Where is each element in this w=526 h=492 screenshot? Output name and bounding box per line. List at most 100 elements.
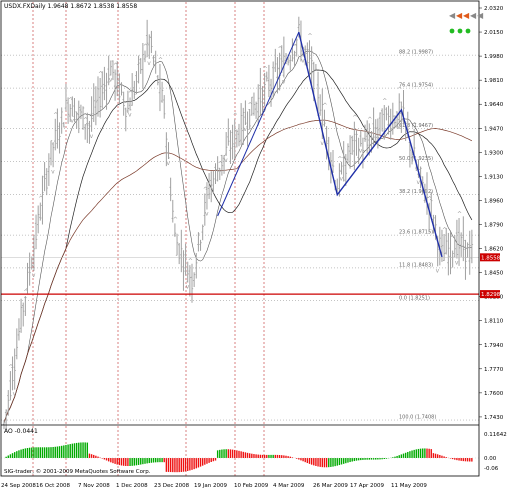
dot-icon-1: [449, 28, 455, 34]
arrow-icon-4: ◀: [470, 11, 477, 20]
fib-label-0: 100.0 (1.7408): [399, 415, 436, 421]
x-tick-label-8: 26 Mar 2009: [313, 483, 348, 489]
fractal-down-203: v: [436, 267, 440, 274]
fractal-up-66: ^: [143, 44, 148, 51]
y-tick-label-1: 2.0150: [484, 30, 504, 36]
fractal-down-140: v: [301, 58, 305, 65]
ma-slow-line: [3, 119, 473, 423]
y-tick-label-2: 1.9980: [484, 54, 504, 60]
fib-label-5: 50.0 (1.9235): [399, 156, 433, 162]
ao-tick-label-1: 0.00: [484, 456, 497, 462]
dot-icon-3: [465, 28, 471, 34]
fractal-up-45: ^: [98, 71, 103, 78]
fib-label-2: 11.8 (1.8483): [399, 262, 433, 268]
price-tag-current-bg: [480, 253, 500, 262]
fractal-up-213: ^: [457, 211, 462, 218]
fractal-up-157: ^: [337, 156, 342, 163]
y-tick-label-6: 1.9300: [484, 150, 504, 156]
fractal-down-194: v: [416, 179, 420, 186]
fib-label-6: 61.8 (1.9467): [399, 123, 433, 129]
fractal-up-10: ^: [23, 289, 28, 296]
fib-label-8: 88.2 (1.9987): [399, 50, 433, 56]
x-tick-label-1: 16 Oct 2008: [36, 483, 71, 489]
fractal-up-3: ^: [8, 364, 13, 371]
arrow-icon-3: ◀: [463, 11, 470, 20]
fractal-up-73: ^: [158, 57, 163, 64]
fractal-up-80: ^: [173, 216, 178, 223]
chart-frame: [0, 0, 480, 477]
fractal-up-17: ^: [38, 196, 43, 203]
fib-label-7: 76.4 (1.9754): [399, 83, 433, 89]
fractal-up-87: ^: [188, 258, 193, 265]
y-tick-label-11: 1.8450: [484, 271, 504, 277]
arrow-icon-2: ◀: [456, 11, 463, 20]
fractal-up-52: ^: [113, 62, 118, 69]
fractal-down-41: v: [90, 133, 94, 140]
fractal-up-122: ^: [263, 66, 268, 73]
ao-tick-label-0: 0.11642: [484, 432, 507, 438]
fractal-down-149: v: [320, 140, 324, 147]
x-tick-label-2: 7 Nov 2008: [78, 483, 110, 489]
y-tick-label-16: 1.7600: [484, 391, 504, 397]
x-tick-label-9: 17 Apr 2009: [350, 483, 385, 489]
fractal-up-150: ^: [322, 103, 327, 110]
fib-label-3: 23.6 (1.8715): [399, 230, 433, 236]
fractal-down-113: v: [243, 126, 247, 133]
x-tick-label-7: 4 Mar 2009: [273, 483, 305, 489]
x-tick-label-5: 19 Jan 2009: [194, 483, 227, 489]
fib-label-1: 0.0 (1.8251): [399, 295, 430, 301]
arrow-icon-5: ◀: [477, 11, 484, 20]
x-tick-label-0: 24 Sep 2008: [1, 483, 36, 489]
fractal-up-192: ^: [412, 122, 417, 129]
fractal-up-101: ^: [218, 161, 223, 168]
fractal-up-206: ^: [442, 227, 447, 234]
fractal-down-50: v: [109, 76, 113, 83]
fractal-up-115: ^: [248, 102, 253, 109]
fractal-up-94: ^: [203, 187, 208, 194]
fractal-up-108: ^: [233, 112, 238, 119]
price-tag-support: 1.8298: [481, 292, 501, 298]
fractal-down-104: v: [224, 157, 228, 164]
fractal-down-68: v: [147, 60, 151, 67]
fractal-down-32: v: [70, 117, 74, 124]
price-tag-current: 1.8558: [481, 255, 501, 261]
x-tick-label-6: 10 Feb 2009: [234, 483, 269, 489]
fractal-up-185: ^: [397, 86, 402, 93]
fractal-down-23: v: [51, 168, 55, 175]
fib-label-4: 38.2 (1.9002): [399, 189, 433, 195]
fractal-down-59: v: [128, 111, 132, 118]
fractal-down-167: v: [359, 148, 363, 155]
x-tick-label-3: 1 Dec 2008: [116, 483, 148, 489]
zigzag-line: [298, 31, 443, 258]
y-tick-label-10: 1.8620: [484, 247, 504, 253]
y-tick-label-5: 1.9470: [484, 126, 504, 132]
y-tick-label-3: 1.9810: [484, 78, 504, 84]
fractal-up-136: ^: [293, 44, 298, 51]
fractal-up-164: ^: [352, 115, 357, 122]
fractal-up-38: ^: [83, 117, 88, 124]
ma-fast-line: [3, 50, 472, 423]
symbol-title: USDX.FXDaily 1.9648 1.8672 1.8538 1.8558: [4, 3, 137, 10]
x-tick-label-10: 11 May 2009: [391, 483, 427, 489]
y-tick-label-4: 1.9640: [484, 102, 504, 108]
fractal-up-129: ^: [278, 46, 283, 53]
fractal-up-178: ^: [382, 98, 387, 105]
y-tick-label-0: 2.0320: [484, 6, 504, 12]
ao-indicator-label: AO -0.0441: [4, 428, 38, 435]
y-tick-label-8: 1.8960: [484, 198, 504, 204]
trend-segment: [217, 31, 300, 217]
fractal-down-5: v: [13, 391, 17, 398]
ao-tick-label-2: -0.06: [484, 466, 499, 472]
y-tick-label-17: 1.7430: [484, 415, 504, 421]
fractal-down-95: v: [205, 210, 209, 217]
ma-medium-line: [3, 69, 473, 423]
fractal-down-86: v: [186, 284, 190, 291]
fractal-up-59: ^: [128, 90, 133, 97]
dot-icon-2: [457, 28, 463, 34]
fractal-down-14: v: [32, 272, 36, 279]
fractal-up-199: ^: [427, 196, 432, 203]
fractal-down-212: v: [455, 260, 459, 267]
fractal-down-158: v: [340, 175, 344, 182]
